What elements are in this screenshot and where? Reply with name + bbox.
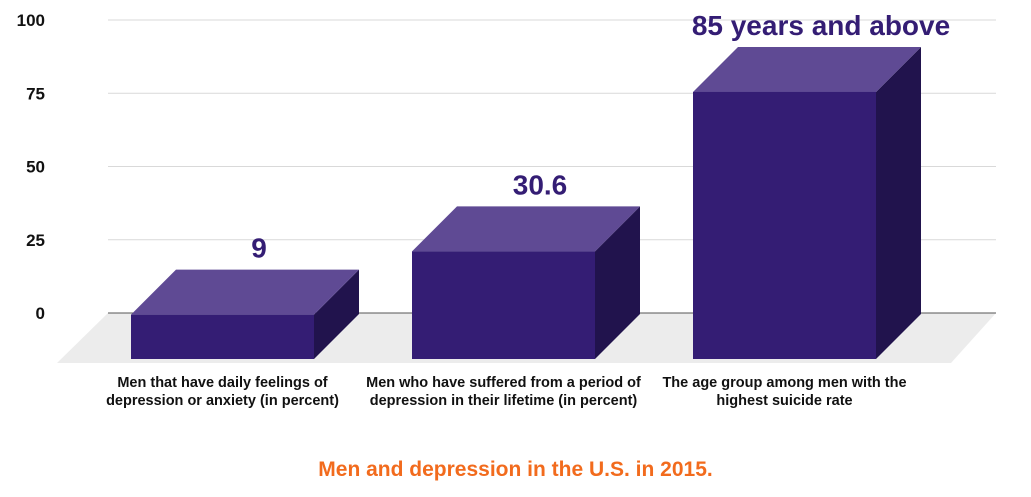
bar xyxy=(412,206,640,359)
bars xyxy=(131,46,921,359)
y-tick-label: 75 xyxy=(26,84,45,103)
bar-side xyxy=(314,269,359,359)
bar-top xyxy=(693,46,921,92)
category-label: The age group among men with the highest… xyxy=(662,375,907,409)
bar-side xyxy=(876,46,921,359)
category-label: Men who have suffered from a period of d… xyxy=(366,375,641,409)
bar-front xyxy=(412,251,595,359)
bar xyxy=(693,46,921,359)
category-label: Men that have daily feelings of depressi… xyxy=(106,375,339,409)
y-tick-label: 0 xyxy=(36,304,45,323)
data-label: 9 xyxy=(251,233,267,264)
bar-chart: 0 25 50 75 100 9 30.6 85 years and above xyxy=(17,10,996,363)
bar-top xyxy=(131,269,359,315)
chart-title: Men and depression in the U.S. in 2015. xyxy=(318,458,713,481)
data-label: 30.6 xyxy=(513,169,568,200)
bar xyxy=(131,269,359,359)
y-tick-label: 50 xyxy=(26,158,45,177)
bar-side xyxy=(595,206,640,359)
y-axis-ticks: 0 25 50 75 100 xyxy=(17,11,45,323)
y-tick-label: 100 xyxy=(17,11,45,30)
data-labels: 9 30.6 85 years and above xyxy=(251,10,950,264)
bar-front xyxy=(131,314,314,359)
bar-top xyxy=(412,206,640,252)
y-tick-label: 25 xyxy=(26,231,45,250)
bar-front xyxy=(693,91,876,359)
data-label: 85 years and above xyxy=(692,10,950,41)
